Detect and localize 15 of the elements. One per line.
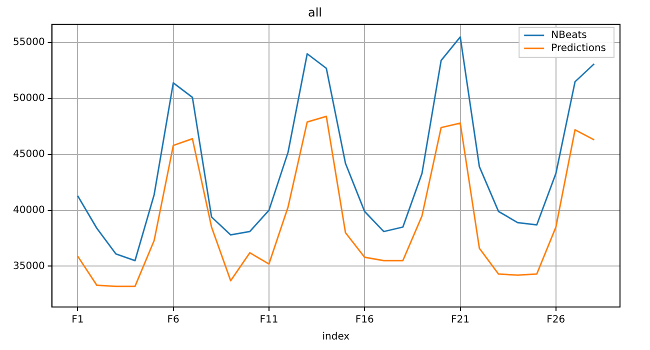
y-tick-label: 40000 <box>13 204 45 216</box>
chart-title: all <box>308 5 322 20</box>
y-tick-label: 55000 <box>13 37 45 48</box>
x-axis-title: index <box>322 332 350 343</box>
x-tick-label: F11 <box>260 314 278 326</box>
y-tick-label: 35000 <box>13 260 45 272</box>
y-tick-label: 50000 <box>13 93 45 104</box>
legend-label: Predictions <box>551 42 606 54</box>
x-tick-label: F21 <box>451 314 470 326</box>
x-tick-label: F1 <box>72 314 84 326</box>
x-tick-label: F16 <box>355 314 374 326</box>
x-tick-label: F26 <box>546 314 566 326</box>
legend-label: NBeats <box>551 30 587 41</box>
y-tick-label: 45000 <box>13 149 45 160</box>
x-tick-label: F6 <box>167 314 180 326</box>
